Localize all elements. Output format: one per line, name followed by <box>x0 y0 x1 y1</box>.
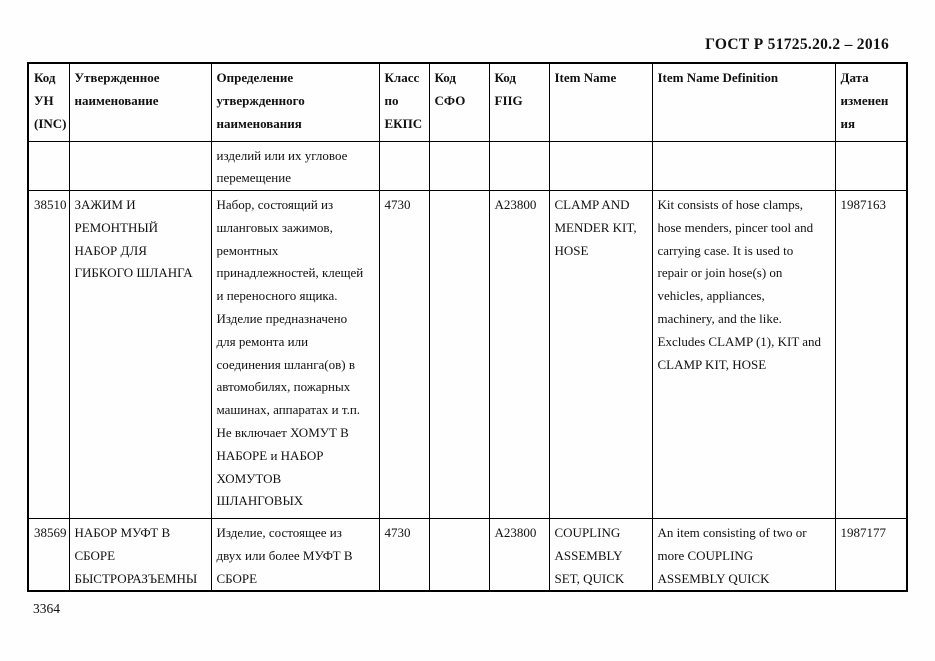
cell-approved-name <box>68 140 212 192</box>
cell-approved-name-definition: изделий или их угловое перемещение <box>210 140 380 192</box>
cell-inc <box>27 140 70 192</box>
cell-inc: 38510 <box>27 190 70 520</box>
cell-ekps-class: 4730 <box>378 190 430 520</box>
col-header-ekps-class: Класс по ЕКПС <box>378 62 430 142</box>
cell-ekps-class <box>378 140 430 192</box>
cell-change-date: 1987177 <box>834 518 908 592</box>
cell-item-name-definition <box>651 140 836 192</box>
cell-fiig-code: A23800 <box>488 190 550 520</box>
col-header-sfo-code: Код СФО <box>428 62 490 142</box>
cell-sfo-code <box>428 518 490 592</box>
cell-approved-name-definition: Набор, состоящий из шланговых зажимов, р… <box>210 190 380 520</box>
cell-approved-name: НАБОР МУФТ В СБОРЕ БЫСТРОРАЗЪЕМНЫ <box>68 518 212 592</box>
col-header-inc: Код УН (INC) <box>27 62 70 142</box>
cell-fiig-code: A23800 <box>488 518 550 592</box>
col-header-item-name: Item Name <box>548 62 653 142</box>
cell-item-name <box>548 140 653 192</box>
gost-items-table: Код УН (INC) Утвержденное наименование О… <box>27 62 908 593</box>
cell-change-date <box>834 140 908 192</box>
cell-item-name: COUPLING ASSEMBLY SET, QUICK <box>548 518 653 592</box>
cell-fiig-code <box>488 140 550 192</box>
col-header-item-name-definition: Item Name Definition <box>651 62 836 142</box>
page-number: 3364 <box>33 601 60 616</box>
cell-approved-name-definition: Изделие, состоящее из двух или более МУФ… <box>210 518 380 592</box>
cell-change-date: 1987163 <box>834 190 908 520</box>
cell-approved-name: ЗАЖИМ И РЕМОНТНЫЙ НАБОР ДЛЯ ГИБКОГО ШЛАН… <box>68 190 212 520</box>
cell-sfo-code <box>428 190 490 520</box>
col-header-approved-name: Утвержденное наименование <box>68 62 212 142</box>
cell-item-name-definition: An item consisting of two or more COUPLI… <box>651 518 836 592</box>
cell-sfo-code <box>428 140 490 192</box>
col-header-approved-name-definition: Определение утвержденного наименования <box>210 62 380 142</box>
col-header-change-date: Дата изменен ия <box>834 62 908 142</box>
cell-ekps-class: 4730 <box>378 518 430 592</box>
cell-item-name-definition: Kit consists of hose clamps, hose mender… <box>651 190 836 520</box>
cell-inc: 38569 <box>27 518 70 592</box>
cell-item-name: CLAMP AND MENDER KIT, HOSE <box>548 190 653 520</box>
table-row-38569: 38569 НАБОР МУФТ В СБОРЕ БЫСТРОРАЗЪЕМНЫ … <box>27 518 908 592</box>
table-body: изделий или их угловое перемещение 38510… <box>27 140 908 592</box>
doc-title: ГОСТ Р 51725.20.2 – 2016 <box>705 36 889 53</box>
table-row-continuation: изделий или их угловое перемещение <box>27 140 908 192</box>
table-row-38510: 38510 ЗАЖИМ И РЕМОНТНЫЙ НАБОР ДЛЯ ГИБКОГ… <box>27 190 908 520</box>
col-header-fiig-code: Код FIIG <box>488 62 550 142</box>
table-header-row: Код УН (INC) Утвержденное наименование О… <box>27 62 908 142</box>
table-header: Код УН (INC) Утвержденное наименование О… <box>27 62 908 142</box>
